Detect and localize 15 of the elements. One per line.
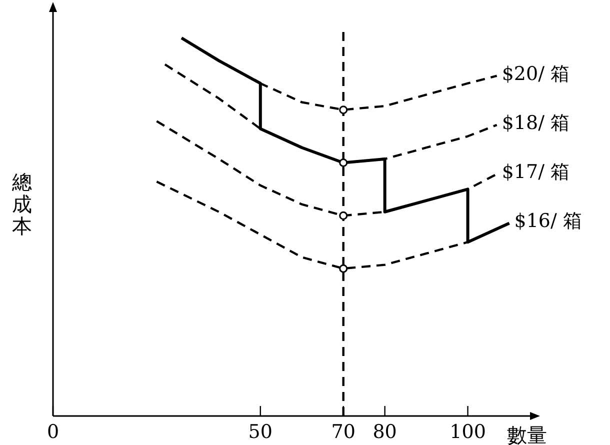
series-label: $20/ 箱 (502, 62, 570, 85)
x-tick-label: 80 (372, 421, 397, 443)
x-tick-label: 50 (248, 421, 272, 443)
x-tick-label: 0 (46, 421, 60, 443)
point (339, 211, 348, 220)
point (339, 264, 348, 273)
y-axis-title: 總成本 (11, 170, 32, 238)
point (339, 106, 348, 114)
x-axis-title: 數量 (507, 423, 547, 445)
x-tick-label: 100 (450, 421, 486, 443)
x-tick-label: 70 (331, 421, 356, 443)
series-label: $17/ 箱 (502, 161, 570, 184)
series-label: $18/ 箱 (502, 112, 570, 134)
series-label: $16/ 箱 (514, 210, 582, 232)
point (339, 158, 348, 167)
